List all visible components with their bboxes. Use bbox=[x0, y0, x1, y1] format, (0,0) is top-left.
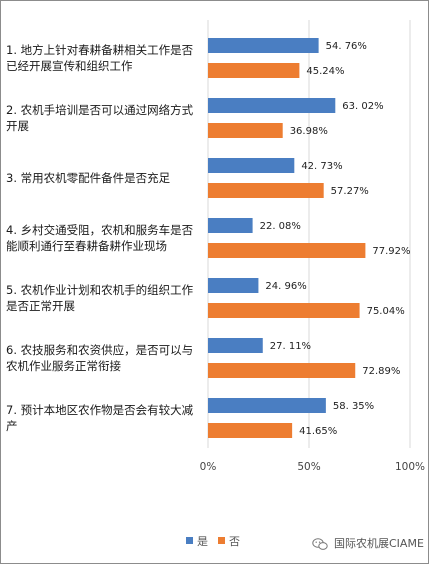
value-label: 27. 11% bbox=[270, 341, 311, 352]
category-label-line: 2. 农机手培训是否可以通过网络方式 bbox=[6, 103, 194, 117]
bar-no bbox=[208, 183, 324, 198]
category-label-line: 3. 常用农机零配件备件是否充足 bbox=[6, 171, 171, 185]
value-label: 58. 35% bbox=[333, 401, 374, 412]
x-axis-ticks: 0% 50% 100% bbox=[200, 461, 425, 473]
category-label: 4. 乡村交通受阻，农机和服务车是否能顺利通行至春耕备耕作业现场 bbox=[6, 223, 194, 253]
value-label: 41.65% bbox=[299, 426, 337, 437]
x-tick-label: 0% bbox=[200, 461, 217, 473]
category-label: 1. 地方上针对春耕备耕相关工作是否已经开展宣传和组织工作 bbox=[6, 43, 194, 73]
category-label-line: 农机作业服务正常衔接 bbox=[6, 359, 121, 373]
value-label: 36.98% bbox=[290, 126, 328, 137]
category-label-line: 1. 地方上针对春耕备耕相关工作是否 bbox=[6, 43, 194, 57]
value-label: 22. 08% bbox=[260, 221, 301, 232]
value-label: 45.24% bbox=[306, 66, 344, 77]
bar-yes bbox=[208, 278, 259, 293]
category-label-line: 5. 农机作业计划和农机手的组织工作 bbox=[6, 283, 194, 297]
watermark: 国际农机展CIAME bbox=[312, 536, 424, 550]
value-label: 42. 73% bbox=[301, 161, 342, 172]
value-label: 24. 96% bbox=[265, 281, 306, 292]
legend: 是否 bbox=[186, 535, 240, 548]
legend-swatch bbox=[186, 537, 193, 544]
value-label: 57.27% bbox=[331, 186, 369, 197]
gridlines bbox=[207, 20, 411, 448]
value-label: 54. 76% bbox=[326, 41, 367, 52]
legend-label: 否 bbox=[229, 535, 240, 548]
bar-yes bbox=[208, 38, 319, 53]
category-label: 7. 预计本地区农作物是否会有较大减产 bbox=[6, 403, 194, 433]
bar-no bbox=[208, 423, 293, 438]
category-label-line: 产 bbox=[6, 419, 18, 433]
bar-yes bbox=[208, 398, 326, 413]
category-label-line: 6. 农技服务和农资供应，是否可以与 bbox=[6, 343, 193, 357]
category-label-line: 7. 预计本地区农作物是否会有较大减 bbox=[6, 403, 194, 417]
bar-no bbox=[208, 303, 360, 318]
legend-swatch bbox=[218, 537, 225, 544]
category-label-line: 开展 bbox=[6, 119, 29, 133]
watermark-text: 国际农机展CIAME bbox=[334, 536, 424, 550]
bar-no bbox=[208, 363, 356, 378]
category-label-line: 4. 乡村交通受阻，农机和服务车是否 bbox=[6, 223, 194, 237]
value-label: 77.92% bbox=[372, 246, 410, 257]
value-label: 72.89% bbox=[362, 366, 400, 377]
x-tick-label: 100% bbox=[395, 461, 425, 473]
category-label-line: 能顺利通行至春耕备耕作业现场 bbox=[6, 239, 167, 253]
category-label: 3. 常用农机零配件备件是否充足 bbox=[6, 171, 171, 185]
bar-no bbox=[208, 123, 283, 138]
category-label: 5. 农机作业计划和农机手的组织工作是否正常开展 bbox=[6, 283, 194, 313]
category-label: 6. 农技服务和农资供应，是否可以与农机作业服务正常衔接 bbox=[6, 343, 193, 373]
bar-yes bbox=[208, 338, 263, 353]
category-label: 2. 农机手培训是否可以通过网络方式开展 bbox=[6, 103, 194, 133]
labels: 1. 地方上针对春耕备耕相关工作是否已经开展宣传和组织工作 2. 农机手培训是否可… bbox=[6, 41, 411, 437]
x-tick-label: 50% bbox=[297, 461, 320, 473]
wechat-icon bbox=[312, 538, 328, 550]
bar-yes bbox=[208, 218, 253, 233]
legend-label: 是 bbox=[197, 535, 208, 548]
bar-yes bbox=[208, 98, 336, 113]
value-label: 75.04% bbox=[367, 306, 405, 317]
value-label: 63. 02% bbox=[342, 101, 383, 112]
bar-yes bbox=[208, 158, 295, 173]
bar-no bbox=[208, 63, 300, 78]
bars bbox=[208, 38, 366, 438]
category-label-line: 是否正常开展 bbox=[6, 299, 75, 313]
category-label-line: 已经开展宣传和组织工作 bbox=[6, 59, 133, 73]
bar-no bbox=[208, 243, 366, 258]
